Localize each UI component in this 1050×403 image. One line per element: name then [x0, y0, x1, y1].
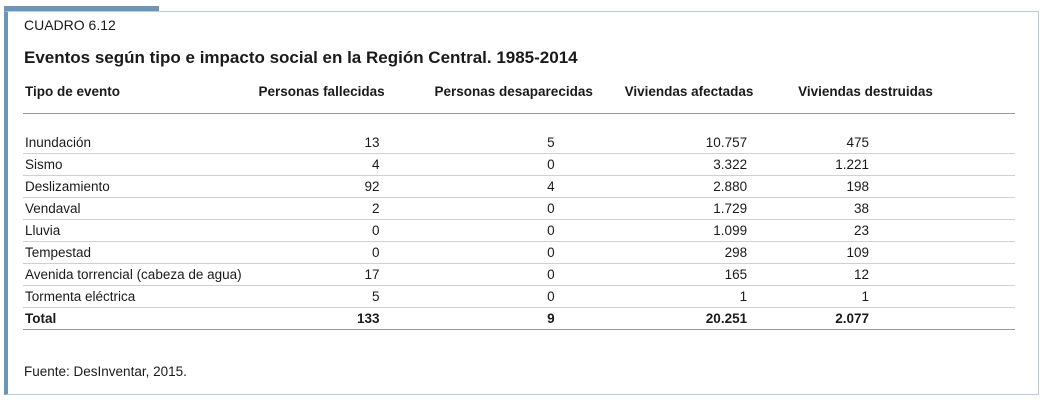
cell-value: 10.757 [622, 132, 797, 154]
cell-value: 13 [256, 132, 433, 154]
cell-value: 0 [432, 263, 623, 286]
cell-event-type: Vendaval [23, 197, 257, 220]
cell-value: 23 [796, 219, 1015, 242]
table-row: Vendaval 2 0 1.729 38 [23, 197, 1015, 220]
cell-event-type: Deslizamiento [23, 175, 257, 198]
source-note: Fuente: DesInventar, 2015. [24, 364, 187, 379]
cell-value: 133 [256, 307, 433, 330]
cell-value: 298 [622, 241, 797, 264]
table-row: Deslizamiento 92 4 2.880 198 [23, 175, 1015, 198]
cell-value: 109 [796, 241, 1015, 264]
table-row: Lluvia 0 0 1.099 23 [23, 219, 1015, 242]
table-number-label: CUADRO 6.12 [24, 17, 116, 33]
column-header-event-type: Tipo de evento [23, 84, 257, 114]
cell-event-type: Tormenta eléctrica [23, 285, 257, 308]
cell-event-type: Avenida torrencial (cabeza de agua) [23, 263, 257, 286]
table-title: Eventos según tipo e impacto social en l… [24, 48, 578, 67]
cell-value: 92 [256, 175, 433, 198]
cell-value: 4 [256, 153, 433, 176]
table-row: Tempestad 0 0 298 109 [23, 241, 1015, 264]
cell-value: 165 [622, 263, 797, 286]
table-row: Sismo 4 0 3.322 1.221 [23, 153, 1015, 176]
cell-value: 1 [622, 285, 797, 308]
cell-value: 1.221 [796, 153, 1015, 176]
header-row: Tipo de evento Personas fallecidas Perso… [23, 84, 1015, 114]
total-row: Total 133 9 20.251 2.077 [23, 307, 1015, 330]
cell-value: 5 [432, 132, 623, 154]
cell-value: 20.251 [622, 307, 797, 330]
cell-value: 2 [256, 197, 433, 220]
table-row: Tormenta eléctrica 5 0 1 1 [23, 285, 1015, 308]
cell-value: 0 [432, 285, 623, 308]
table-row: Inundación 13 5 10.757 475 [23, 132, 1015, 154]
cell-value: 2.077 [796, 307, 1015, 330]
cell-value: 1.099 [622, 219, 797, 242]
cell-value: 1 [796, 285, 1015, 308]
cell-event-type: Sismo [23, 153, 257, 176]
table-row: Avenida torrencial (cabeza de agua) 17 0 16… [23, 263, 1015, 286]
cell-value: 3.322 [622, 153, 797, 176]
cell-value: 0 [432, 153, 623, 176]
cell-event-type: Total [23, 307, 257, 330]
column-header-deceased: Personas fallecidas [256, 84, 433, 114]
cell-value: 0 [432, 197, 623, 220]
data-table: Tipo de evento Personas fallecidas Perso… [23, 84, 1015, 330]
cell-value: 2.880 [622, 175, 797, 198]
column-header-affected-homes: Viviendas afectadas [622, 84, 797, 114]
cell-value: 5 [256, 285, 433, 308]
cell-value: 198 [796, 175, 1015, 198]
cell-value: 1.729 [622, 197, 797, 220]
cell-event-type: Lluvia [23, 219, 257, 242]
cell-value: 0 [432, 241, 623, 264]
column-header-destroyed-homes: Viviendas destruidas [796, 84, 1015, 114]
cell-value: 12 [796, 263, 1015, 286]
cell-event-type: Tempestad [23, 241, 257, 264]
cell-value: 17 [256, 263, 433, 286]
cell-value: 0 [256, 241, 433, 264]
cell-value: 0 [432, 219, 623, 242]
cell-value: 4 [432, 175, 623, 198]
accent-bar [4, 6, 159, 11]
cell-value: 9 [432, 307, 623, 330]
cell-value: 475 [796, 132, 1015, 154]
cell-value: 0 [256, 219, 433, 242]
cell-value: 38 [796, 197, 1015, 220]
column-header-missing: Personas desaparecidas [432, 84, 623, 114]
cell-event-type: Inundación [23, 132, 257, 154]
